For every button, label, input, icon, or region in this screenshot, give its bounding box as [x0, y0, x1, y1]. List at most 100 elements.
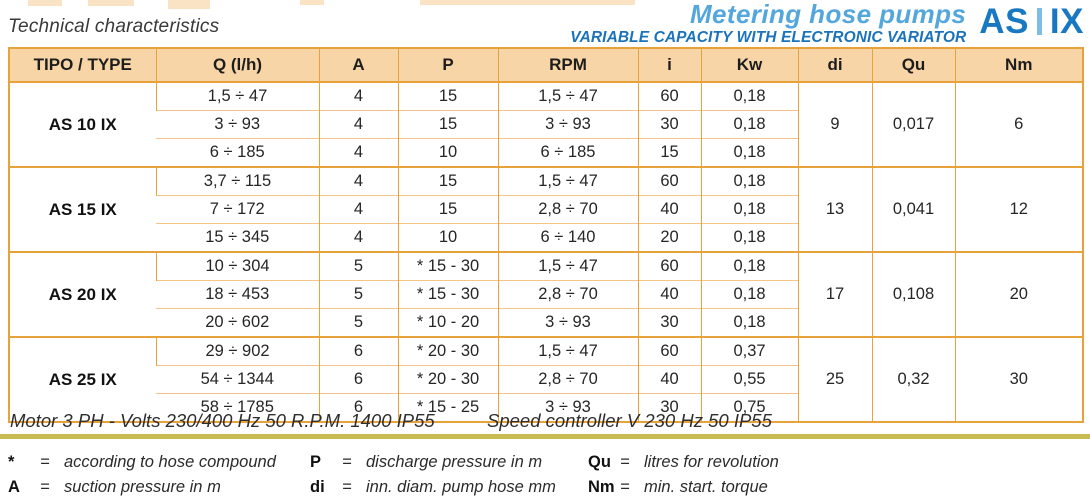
nm-cell: 12	[954, 166, 1083, 252]
rpm-cell: 2,8 ÷ 70	[497, 365, 638, 394]
kw-cell: 0,18	[700, 166, 798, 196]
a-cell: 6	[318, 365, 398, 394]
legend: * = according to hose compound P = disch…	[8, 450, 1086, 500]
a-cell: 6	[318, 393, 398, 422]
table-row: 15 ÷ 345 4 10 6 ÷ 140 20 0,18	[9, 223, 1083, 252]
p-cell: * 20 - 30	[397, 336, 498, 366]
i-cell: 20	[637, 223, 701, 252]
col-header-a: A	[318, 48, 398, 83]
q-cell: 20 ÷ 602	[156, 308, 319, 337]
legend-description: according to hose compound	[64, 453, 276, 471]
kw-cell: 0,18	[700, 251, 798, 281]
nm-cell: 30	[954, 336, 1083, 422]
q-cell: 58 ÷ 1785	[156, 393, 319, 422]
table-row: 58 ÷ 1785 6 * 15 - 25 3 ÷ 93 30 0,75	[9, 393, 1083, 422]
a-cell: 6	[318, 336, 398, 366]
q-cell: 6 ÷ 185	[156, 138, 319, 167]
scan-artifact	[420, 0, 635, 5]
p-cell: * 15 - 25	[397, 393, 498, 422]
legend-description: discharge pressure in m	[366, 453, 543, 471]
a-cell: 4	[318, 223, 398, 252]
q-cell: 1,5 ÷ 47	[155, 81, 319, 111]
i-cell: 60	[637, 251, 701, 281]
kw-cell: 0,18	[700, 81, 798, 111]
i-cell: 40	[637, 365, 701, 394]
rpm-cell: 3 ÷ 93	[497, 110, 638, 139]
qu-cell: 0,108	[871, 251, 955, 337]
legend-symbol: di	[310, 478, 325, 496]
qu-cell: 0,041	[871, 166, 955, 252]
legend-symbol: Nm	[588, 478, 615, 496]
rpm-cell: 1,5 ÷ 47	[497, 166, 638, 196]
qu-cell: 0,32	[871, 336, 955, 422]
legend-equals: =	[40, 478, 50, 496]
table-row: 7 ÷ 172 4 15 2,8 ÷ 70 40 0,18	[9, 195, 1083, 224]
kw-cell: 0,18	[700, 280, 798, 309]
col-header-qu: Qu	[871, 48, 955, 83]
a-cell: 4	[318, 166, 398, 196]
legend-description: inn. diam. pump hose mm	[366, 478, 556, 496]
brand-tagline: VARIABLE CAPACITY WITH ELECTRONIC VARIAT…	[570, 29, 967, 47]
p-cell: 15	[397, 166, 498, 196]
legend-equals: =	[342, 453, 352, 471]
col-header-type: TIPO / TYPE	[9, 48, 156, 83]
col-header-q: Q (l/h)	[155, 48, 319, 83]
i-cell: 15	[637, 138, 701, 167]
table-row: 6 ÷ 185 4 10 6 ÷ 185 15 0,18	[9, 138, 1083, 167]
brand-header: Metering hose pumps VARIABLE CAPACITY WI…	[570, 0, 1084, 48]
pump-type-cell: AS 25 IX	[9, 336, 156, 422]
p-cell: 10	[397, 223, 498, 252]
pump-type-cell: AS 15 IX	[9, 166, 156, 252]
scan-artifact	[28, 0, 62, 6]
i-cell: 60	[637, 336, 701, 366]
footer-rule	[0, 434, 1090, 439]
nm-cell: 20	[954, 251, 1083, 337]
pump-type-cell: AS 20 IX	[9, 251, 156, 337]
kw-cell: 0,18	[700, 110, 798, 139]
i-cell: 30	[637, 308, 701, 337]
table-row: 20 ÷ 602 5 * 10 - 20 3 ÷ 93 30 0,18	[9, 308, 1083, 337]
legend-symbol: A	[8, 478, 20, 496]
q-cell: 3,7 ÷ 115	[155, 166, 319, 196]
scan-artifact	[88, 0, 134, 6]
legend-item-nm: Nm = min. start. torque	[588, 475, 1086, 500]
scan-artifact	[168, 0, 210, 9]
col-header-di: di	[797, 48, 872, 83]
p-cell: * 20 - 30	[397, 365, 498, 394]
legend-item-p: P = discharge pressure in m	[310, 450, 588, 475]
rpm-cell: 3 ÷ 93	[497, 308, 638, 337]
i-cell: 40	[637, 280, 701, 309]
rpm-cell: 1,5 ÷ 47	[497, 251, 638, 281]
q-cell: 15 ÷ 345	[156, 223, 319, 252]
a-cell: 4	[318, 110, 398, 139]
p-cell: * 10 - 20	[397, 308, 498, 337]
q-cell: 7 ÷ 172	[156, 195, 319, 224]
q-cell: 3 ÷ 93	[156, 110, 319, 139]
legend-item-a: A = suction pressure in m	[8, 475, 310, 500]
table-row: AS 20 IX 10 ÷ 304 5 * 15 - 30 1,5 ÷ 47 6…	[9, 251, 1083, 337]
i-cell: 40	[637, 195, 701, 224]
di-cell: 9	[797, 81, 872, 167]
brand-product-line: Metering hose pumps	[690, 0, 967, 29]
legend-description: min. start. torque	[644, 478, 768, 496]
rpm-cell: 1,5 ÷ 47	[497, 336, 638, 366]
a-cell: 4	[318, 138, 398, 167]
brand-text: Metering hose pumps VARIABLE CAPACITY WI…	[570, 0, 967, 48]
legend-equals: =	[620, 478, 630, 496]
q-cell: 10 ÷ 304	[155, 251, 319, 281]
q-cell: 54 ÷ 1344	[156, 365, 319, 394]
legend-description: suction pressure in m	[64, 478, 221, 496]
scan-artifact	[300, 0, 324, 5]
legend-equals: =	[40, 453, 50, 471]
legend-equals: =	[342, 478, 352, 496]
i-cell: 60	[637, 166, 701, 196]
col-header-rpm: RPM	[497, 48, 638, 83]
a-cell: 5	[318, 280, 398, 309]
table-row: AS 15 IX 3,7 ÷ 115 4 15 1,5 ÷ 47 60 0,18…	[9, 166, 1083, 252]
a-cell: 5	[318, 251, 398, 281]
di-cell: 17	[797, 251, 872, 337]
kw-cell: 0,18	[700, 138, 798, 167]
di-cell: 25	[797, 336, 872, 422]
rpm-cell: 2,8 ÷ 70	[497, 280, 638, 309]
q-cell: 29 ÷ 902	[155, 336, 319, 366]
